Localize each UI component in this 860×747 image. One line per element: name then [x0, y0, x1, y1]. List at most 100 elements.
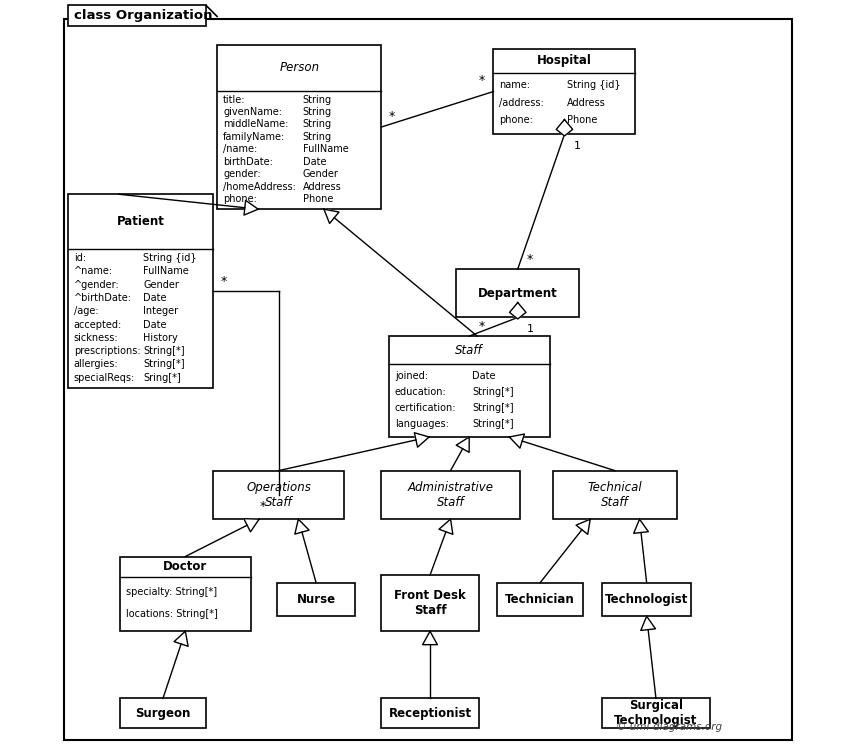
FancyBboxPatch shape [382, 471, 519, 519]
Text: Operations
Staff: Operations Staff [246, 481, 311, 509]
Text: specialty: String[*]: specialty: String[*] [126, 587, 217, 598]
Text: phone:: phone: [223, 194, 257, 204]
Text: String[*]: String[*] [472, 403, 514, 413]
Polygon shape [634, 519, 648, 533]
Polygon shape [556, 120, 573, 136]
Text: specialReqs:: specialReqs: [74, 373, 135, 382]
FancyBboxPatch shape [602, 583, 691, 616]
Text: *: * [260, 500, 267, 513]
Text: Person: Person [280, 61, 319, 75]
Text: familyName:: familyName: [223, 132, 286, 142]
Text: Address: Address [568, 98, 606, 108]
FancyBboxPatch shape [456, 269, 580, 317]
Text: title:: title: [223, 95, 246, 105]
Text: sickness:: sickness: [74, 333, 119, 343]
Text: String[*]: String[*] [144, 359, 185, 370]
FancyBboxPatch shape [213, 471, 344, 519]
Text: *: * [478, 74, 485, 87]
Polygon shape [641, 616, 655, 630]
Polygon shape [422, 631, 438, 645]
Text: /age:: /age: [74, 306, 98, 316]
Text: Gender: Gender [144, 279, 180, 290]
Text: ^gender:: ^gender: [74, 279, 120, 290]
Text: 1: 1 [526, 324, 534, 335]
Polygon shape [174, 631, 188, 646]
Polygon shape [439, 519, 453, 534]
Text: joined:: joined: [395, 371, 428, 381]
Text: Phone: Phone [568, 115, 598, 125]
Text: middleName:: middleName: [223, 120, 288, 129]
FancyBboxPatch shape [120, 698, 206, 728]
Text: Front Desk
Staff: Front Desk Staff [394, 589, 466, 617]
Text: String[*]: String[*] [144, 346, 185, 356]
Text: String: String [303, 132, 332, 142]
Polygon shape [295, 519, 309, 534]
Text: prescriptions:: prescriptions: [74, 346, 140, 356]
Text: birthDate:: birthDate: [223, 157, 273, 167]
FancyBboxPatch shape [68, 194, 213, 388]
Text: Sring[*]: Sring[*] [144, 373, 181, 382]
Polygon shape [456, 437, 470, 453]
Polygon shape [415, 433, 429, 447]
Text: Gender: Gender [303, 170, 339, 179]
FancyBboxPatch shape [277, 583, 355, 616]
Text: String: String [303, 95, 332, 105]
Text: Administrative
Staff: Administrative Staff [408, 481, 494, 509]
Text: id:: id: [74, 253, 86, 263]
FancyBboxPatch shape [602, 698, 710, 728]
Text: © uml-diagrams.org: © uml-diagrams.org [616, 722, 722, 732]
Text: Department: Department [478, 287, 557, 300]
Text: phone:: phone: [500, 115, 533, 125]
Text: Doctor: Doctor [163, 560, 207, 574]
Text: languages:: languages: [395, 419, 449, 429]
Text: Technologist: Technologist [605, 593, 688, 606]
Text: accepted:: accepted: [74, 320, 122, 329]
Text: name:: name: [500, 80, 531, 90]
Polygon shape [510, 303, 526, 319]
Text: /homeAddress:: /homeAddress: [223, 182, 296, 192]
Text: *: * [221, 276, 227, 288]
Text: History: History [144, 333, 178, 343]
Text: FullName: FullName [144, 266, 189, 276]
Text: Surgeon: Surgeon [135, 707, 191, 720]
Text: Staff: Staff [456, 344, 483, 357]
Text: Technician: Technician [506, 593, 575, 606]
FancyBboxPatch shape [120, 557, 251, 631]
Text: Receptionist: Receptionist [389, 707, 471, 720]
Text: Surgical
Technologist: Surgical Technologist [614, 699, 697, 728]
Text: allergies:: allergies: [74, 359, 119, 370]
FancyBboxPatch shape [389, 336, 550, 437]
Text: Patient: Patient [117, 215, 164, 228]
Text: /address:: /address: [500, 98, 544, 108]
Polygon shape [243, 518, 259, 532]
Text: Integer: Integer [144, 306, 179, 316]
Polygon shape [509, 434, 525, 448]
Text: String: String [303, 107, 332, 117]
FancyBboxPatch shape [68, 5, 206, 26]
Text: education:: education: [395, 387, 446, 397]
Text: class Organization: class Organization [74, 9, 212, 22]
Text: Date: Date [144, 293, 167, 303]
FancyBboxPatch shape [217, 45, 382, 209]
Text: Technical
Staff: Technical Staff [587, 481, 642, 509]
Text: Date: Date [472, 371, 496, 381]
Text: String[*]: String[*] [472, 419, 514, 429]
Text: *: * [526, 253, 533, 266]
Text: String {id}: String {id} [144, 253, 197, 263]
Text: certification:: certification: [395, 403, 457, 413]
FancyBboxPatch shape [382, 575, 478, 631]
Text: String[*]: String[*] [472, 387, 514, 397]
Text: Nurse: Nurse [297, 593, 335, 606]
Text: String {id}: String {id} [568, 80, 621, 90]
Polygon shape [324, 209, 339, 223]
Text: Hospital: Hospital [537, 54, 592, 67]
Text: String: String [303, 120, 332, 129]
Text: locations: String[*]: locations: String[*] [126, 609, 218, 619]
Text: gender:: gender: [223, 170, 261, 179]
Text: Phone: Phone [303, 194, 333, 204]
FancyBboxPatch shape [382, 698, 478, 728]
Polygon shape [576, 519, 590, 534]
Text: ^name:: ^name: [74, 266, 113, 276]
FancyBboxPatch shape [553, 471, 677, 519]
Text: 1: 1 [574, 141, 580, 152]
